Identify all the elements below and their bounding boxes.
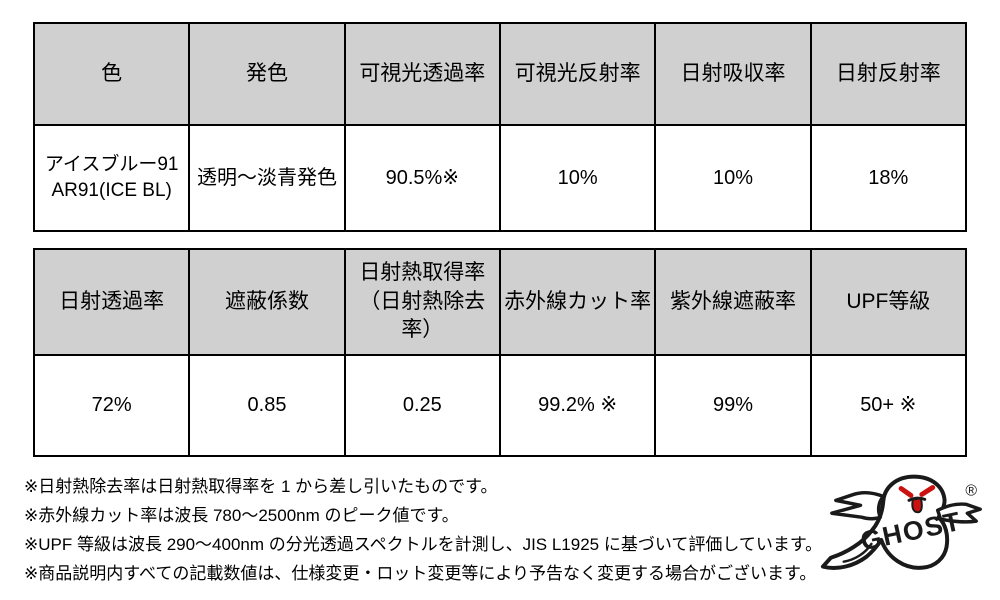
- value-visible-transmittance: 90.5%※: [343, 124, 501, 232]
- value-uv-shielding: 99%: [654, 354, 812, 457]
- ghost-tongue: [911, 497, 923, 514]
- header-cell-ir-cut-rate: 赤外線カット率: [498, 248, 657, 356]
- header-cell-visible-transmittance: 可視光透過率: [343, 22, 501, 126]
- value-upf-rating: 50+ ※: [809, 354, 968, 457]
- header-cell-solar-reflectance: 日射反射率: [809, 22, 968, 126]
- optical-spec-header: 色 発色 可視光透過率 可視光反射率 日射吸収率 日射反射率: [32, 22, 968, 126]
- header-cell-visible-reflectance: 可視光反射率: [498, 22, 657, 126]
- header-cell-uv-shielding: 紫外線遮蔽率: [654, 248, 812, 356]
- header-row: 色 発色 可視光透過率 可視光反射率 日射吸収率 日射反射率: [32, 22, 968, 126]
- ghost-left-eye: [898, 486, 914, 498]
- value-coloration: 透明～淡青発色: [188, 124, 346, 232]
- header-row: 日射透過率 遮蔽係数 日射熱取得率 （日射熱除去率） 赤外線カット率 紫外線遮蔽…: [32, 248, 968, 356]
- registered-trademark-symbol: ®: [965, 482, 977, 499]
- thermal-spec-header: 日射透過率 遮蔽係数 日射熱取得率 （日射熱除去率） 赤外線カット率 紫外線遮蔽…: [32, 248, 968, 356]
- value-solar-absorption: 10%: [654, 124, 812, 232]
- ghost-logo: GHOST ®: [818, 468, 996, 598]
- value-color-name: アイスブルー91 AR91(ICE BL): [32, 124, 191, 232]
- header-cell-solar-absorption: 日射吸収率: [654, 22, 812, 126]
- ghost-left-wing: [830, 490, 885, 521]
- value-solar-reflectance: 18%: [809, 124, 968, 232]
- footnote-line: ※商品説明内すべての記載数値は、仕様変更・ロット変更等により予告なく変更する場合…: [24, 564, 817, 583]
- value-ir-cut-rate: 99.2% ※: [498, 354, 657, 457]
- footnote-line: ※UPF 等級は波長 290～400nm の分光透過スペクトルを計測し、JIS …: [24, 535, 823, 554]
- value-visible-reflectance: 10%: [498, 124, 657, 232]
- thermal-spec-table: 日射透過率 遮蔽係数 日射熱取得率 （日射熱除去率） 赤外線カット率 紫外線遮蔽…: [32, 248, 968, 457]
- value-solar-heat-gain: 0.25: [343, 354, 501, 457]
- header-cell-upf-rating: UPF等級: [809, 248, 968, 356]
- value-shading-coefficient: 0.85: [188, 354, 346, 457]
- footnote-line: ※日射熱除去率は日射熱取得率を 1 から差し引いたものです。: [24, 477, 498, 496]
- footnote-line: ※赤外線カット率は波長 780～2500nm のピーク値です。: [24, 506, 459, 525]
- ghost-right-arm: [935, 502, 982, 524]
- ghost-tail-swirl: [842, 542, 873, 563]
- header-cell-solar-transmittance: 日射透過率: [32, 248, 191, 356]
- header-cell-shading-coefficient: 遮蔽係数: [188, 248, 346, 356]
- optical-spec-table: 色 発色 可視光透過率 可視光反射率 日射吸収率 日射反射率 アイスブルー91 …: [32, 22, 968, 232]
- header-cell-solar-heat-gain: 日射熱取得率 （日射熱除去率）: [343, 248, 501, 356]
- ghost-icon: GHOST ®: [820, 474, 982, 570]
- ghost-right-eye: [919, 485, 936, 497]
- data-row: アイスブルー91 AR91(ICE BL) 透明～淡青発色 90.5%※ 10%…: [32, 124, 968, 232]
- data-row: 72% 0.85 0.25 99.2% ※ 99% 50+ ※: [32, 354, 968, 457]
- header-cell-coloration: 発色: [188, 22, 346, 126]
- header-cell-color: 色: [32, 22, 191, 126]
- footnotes: ※日射熱除去率は日射熱取得率を 1 から差し引いたものです。 ※赤外線カット率は…: [24, 476, 834, 592]
- value-solar-transmittance: 72%: [32, 354, 191, 457]
